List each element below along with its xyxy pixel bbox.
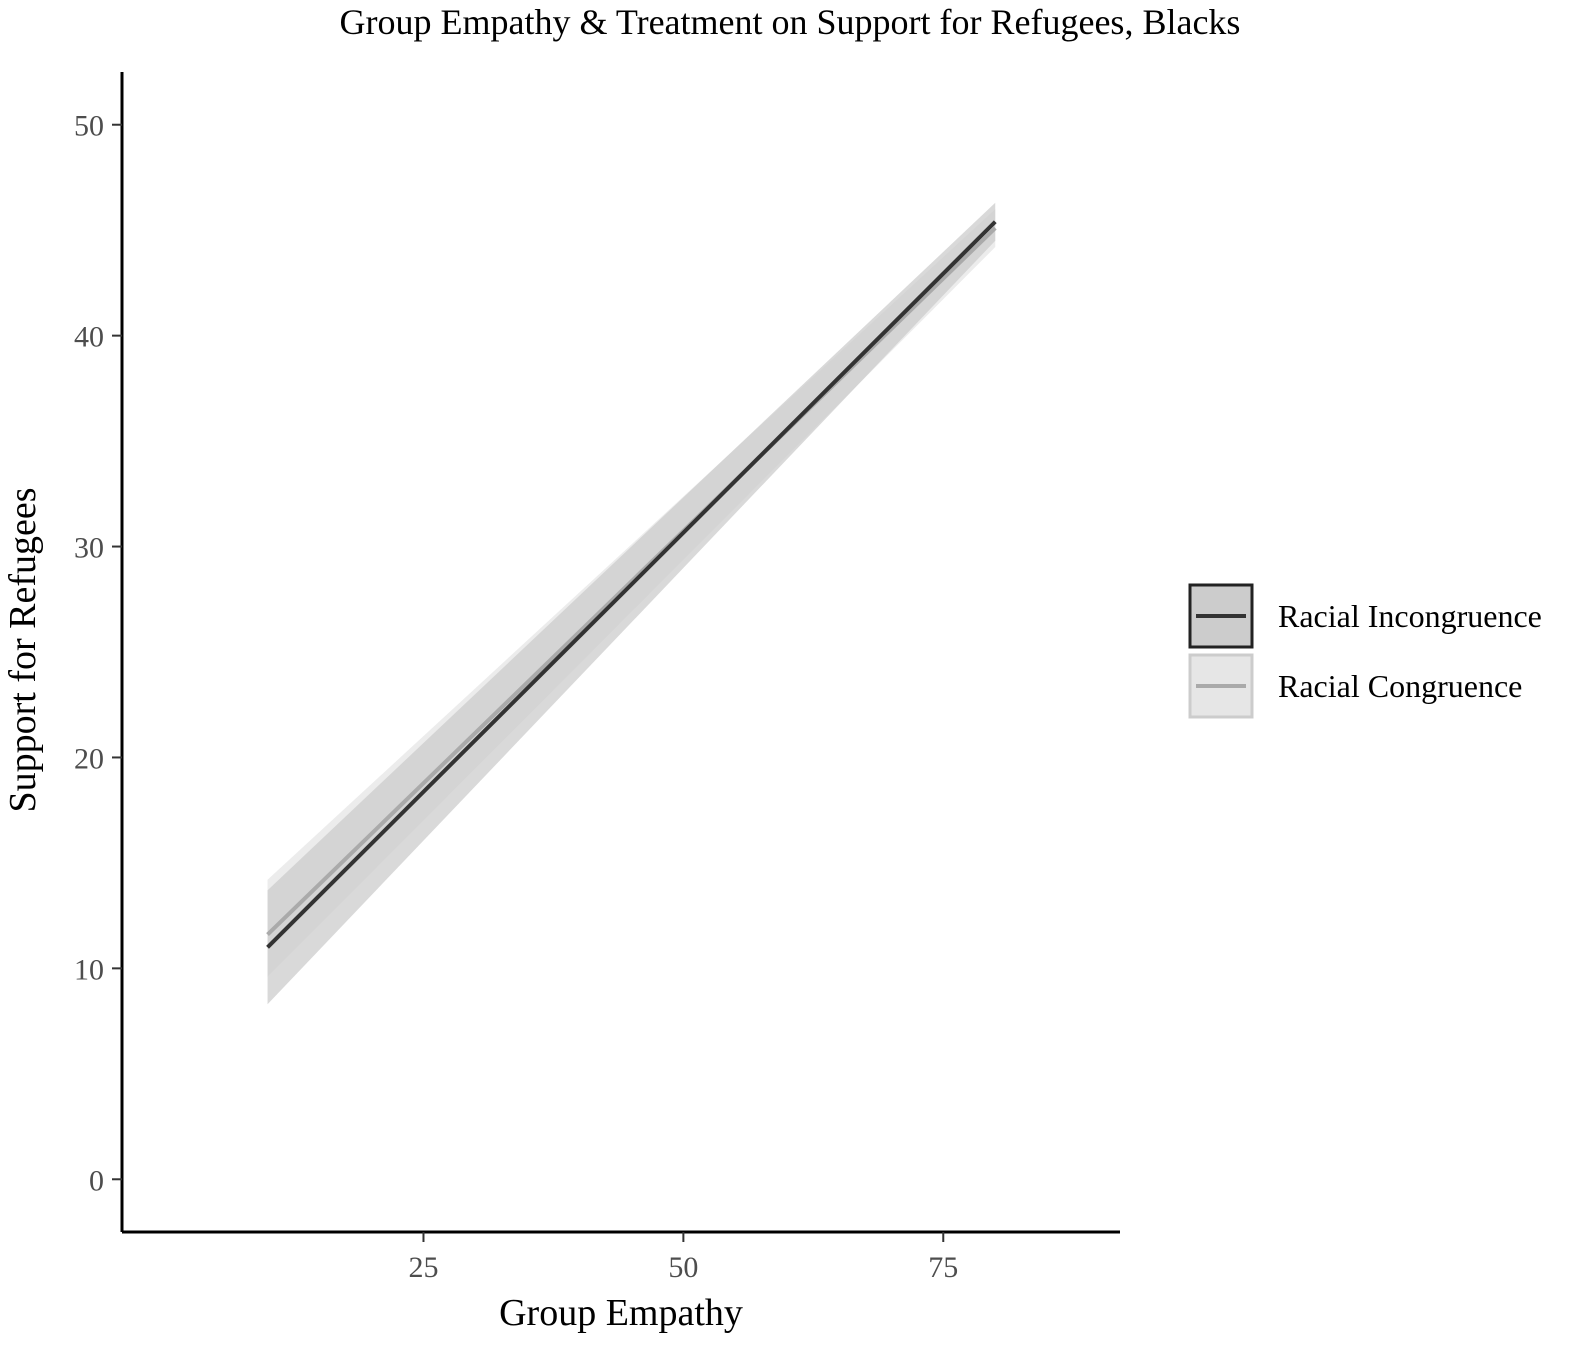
series-line-2 (266, 226, 997, 937)
y-tick-label: 40 (74, 321, 104, 354)
x-tick-label: 50 (668, 1251, 698, 1284)
series-line-1 (266, 220, 997, 949)
y-tick-label: 30 (74, 532, 104, 565)
confidence-bands (267, 202, 996, 1005)
y-tick-label: 20 (74, 742, 104, 775)
y-tick-label: 50 (74, 110, 104, 143)
x-axis-label: Group Empathy (499, 1292, 743, 1334)
legend-label-2: Racial Congruence (1278, 668, 1522, 704)
y-tick-label: 0 (89, 1164, 104, 1197)
x-tick-label: 25 (408, 1251, 438, 1284)
x-tick-label: 75 (928, 1251, 958, 1284)
axes: 0 10 20 30 40 50 25 50 75 (74, 72, 1120, 1284)
y-tick-label: 10 (74, 953, 104, 986)
chart-title: Group Empathy & Treatment on Support for… (340, 2, 1241, 42)
confidence-band-1 (267, 202, 996, 1005)
legend-label-1: Racial Incongruence (1278, 598, 1542, 634)
y-axis-label: Support for Refugees (2, 487, 44, 812)
legend: Racial Incongruence Racial Congruence (1188, 583, 1542, 719)
series-lines (266, 220, 997, 949)
